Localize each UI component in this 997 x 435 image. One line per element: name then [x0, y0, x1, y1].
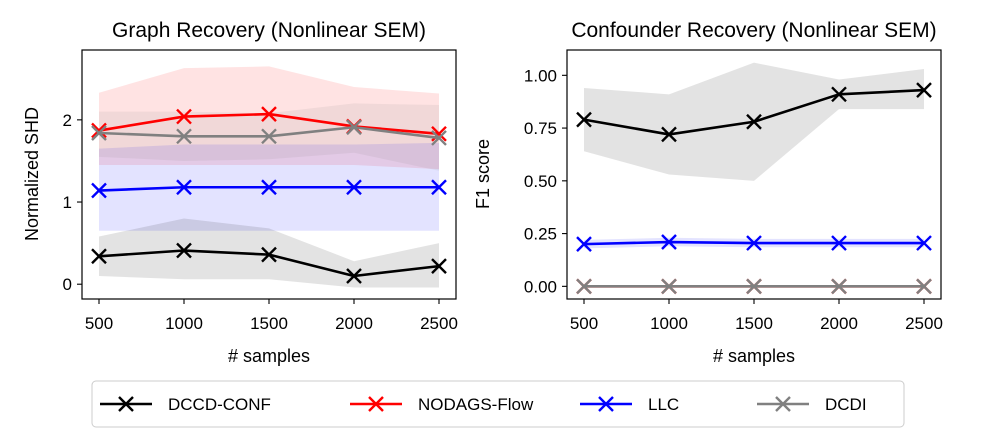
confounder-recovery-llc-point: [661, 234, 677, 250]
legend-entry-nodags-flow: NODAGS-Flow: [350, 395, 534, 414]
confounder-recovery-y-tick-label: 0.75: [524, 119, 557, 138]
confounder-recovery-llc-point: [746, 235, 762, 251]
graph-recovery-lines: [91, 106, 447, 284]
legend-label-nodags-flow: NODAGS-Flow: [418, 395, 534, 414]
graph-recovery-llc-point: [431, 179, 447, 196]
legend-label-llc: LLC: [648, 395, 679, 414]
graph-recovery-x-tick-label: 2500: [420, 314, 458, 333]
confounder-recovery-dccd-conf-point: [746, 113, 762, 130]
confounder-recovery-dcdi-point: [916, 278, 932, 295]
confounder-recovery-dccd-conf-point: [661, 126, 677, 143]
graph-recovery-x-tick-label: 1500: [250, 314, 288, 333]
confounder-recovery-dccd-conf-point: [831, 86, 847, 103]
graph-recovery-dcdi-point: [176, 128, 192, 145]
graph-recovery-dccd-conf-point: [91, 248, 107, 265]
legend-entry-llc: LLC: [580, 395, 679, 414]
legend-entry-dcdi: DCDI: [757, 395, 867, 414]
graph-recovery-y-tick-label: 0: [63, 275, 72, 294]
confounder-recovery-lines: [576, 82, 932, 295]
confounder-recovery-x-ticks: 500 1000 1500 2000 2500: [570, 299, 943, 333]
confounder-recovery-title: Confounder Recovery (Nonlinear SEM): [571, 19, 936, 42]
legend-entry-dccd-conf: DCCD-CONF: [100, 395, 271, 414]
graph-recovery-dccd-conf-point: [176, 242, 192, 259]
graph-recovery-x-tick-label: 500: [85, 314, 113, 333]
graph-recovery-llc-point: [346, 179, 362, 196]
confounder-recovery-panel: Confounder Recovery (Nonlinear SEM) 500 1…: [473, 19, 943, 366]
confounder-recovery-llc-point: [576, 236, 592, 252]
graph-recovery-y-tick-label: 2: [63, 111, 72, 130]
graph-recovery-title: Graph Recovery (Nonlinear SEM): [112, 19, 426, 42]
graph-recovery-y-label: Normalized SHD: [22, 107, 42, 241]
legend-marker-dcdi: [775, 396, 791, 412]
graph-recovery-dcdi-point: [91, 125, 107, 141]
graph-recovery-nodags-flow-band: [99, 66, 439, 170]
confounder-recovery-x-tick-label: 2000: [820, 314, 858, 333]
confounder-recovery-llc-point: [831, 235, 847, 251]
legend-marker-dccd-conf: [118, 396, 134, 412]
legend-label-dcdi: DCDI: [825, 395, 867, 414]
confounder-recovery-x-label: # samples: [713, 346, 795, 366]
confounder-recovery-x-tick-label: 500: [570, 314, 598, 333]
graph-recovery-panel: Graph Recovery (Nonlinear SEM) 500 1000 15…: [22, 19, 458, 366]
confounder-recovery-y-tick-label: 0.25: [524, 225, 557, 244]
confounder-recovery-y-label: F1 score: [473, 139, 493, 209]
graph-recovery-x-tick-label: 2000: [335, 314, 373, 333]
confounder-recovery-x-tick-label: 1500: [735, 314, 773, 333]
confounder-recovery-dcdi-point: [746, 278, 762, 295]
confounder-recovery-x-tick-label: 2500: [905, 314, 943, 333]
graph-recovery-llc-point: [91, 182, 107, 199]
graph-recovery-dccd-conf-point: [431, 258, 447, 274]
graph-recovery-nodags-flow-point: [176, 108, 192, 125]
graph-recovery-y-ticks: 0 1 2: [63, 111, 82, 294]
confounder-recovery-y-tick-label: 0.00: [524, 277, 557, 296]
confounder-recovery-dccd-conf-point: [916, 82, 932, 98]
legend-marker-llc: [598, 396, 614, 412]
legend-marker-nodags-flow: [368, 396, 384, 412]
graph-recovery-x-tick-label: 1000: [165, 314, 203, 333]
confounder-recovery-llc-point: [916, 235, 932, 251]
confounder-recovery-dcdi-point: [576, 278, 592, 295]
graph-recovery-nodags-flow-point: [261, 106, 277, 122]
graph-recovery-x-label: # samples: [228, 346, 310, 366]
graph-recovery-dccd-conf-point: [261, 246, 277, 263]
legend: DCCD-CONF NODAGS-Flow LLC DCDI: [91, 380, 905, 428]
confounder-recovery-dcdi-point: [661, 278, 677, 295]
confounder-recovery-x-tick-label: 1000: [650, 314, 688, 333]
legend-frame: [91, 380, 905, 428]
graph-recovery-llc-point: [261, 179, 277, 196]
graph-recovery-llc-point: [176, 179, 192, 196]
graph-recovery-y-tick-label: 1: [63, 193, 72, 212]
graph-recovery-dccd-conf-point: [346, 268, 362, 284]
confounder-recovery-bands: [584, 62, 924, 249]
graph-recovery-nodags-flow-point: [91, 122, 107, 139]
confounder-recovery-y-tick-label: 0.50: [524, 172, 557, 191]
graph-recovery-x-ticks: 500 1000 1500 2000 2500: [85, 299, 458, 333]
graph-recovery-dcdi-point: [261, 128, 277, 145]
legend-label-dccd-conf: DCCD-CONF: [168, 395, 271, 414]
confounder-recovery-dccd-conf-point: [576, 111, 592, 128]
graph-recovery-dcdi-point: [346, 119, 362, 136]
graph-recovery-dcdi-point: [431, 130, 447, 146]
confounder-recovery-dcdi-point: [831, 278, 847, 295]
confounder-recovery-y-tick-label: 1.00: [524, 66, 557, 85]
confounder-recovery-y-ticks: 0.00 0.25 0.50 0.75 1.00: [524, 66, 567, 296]
